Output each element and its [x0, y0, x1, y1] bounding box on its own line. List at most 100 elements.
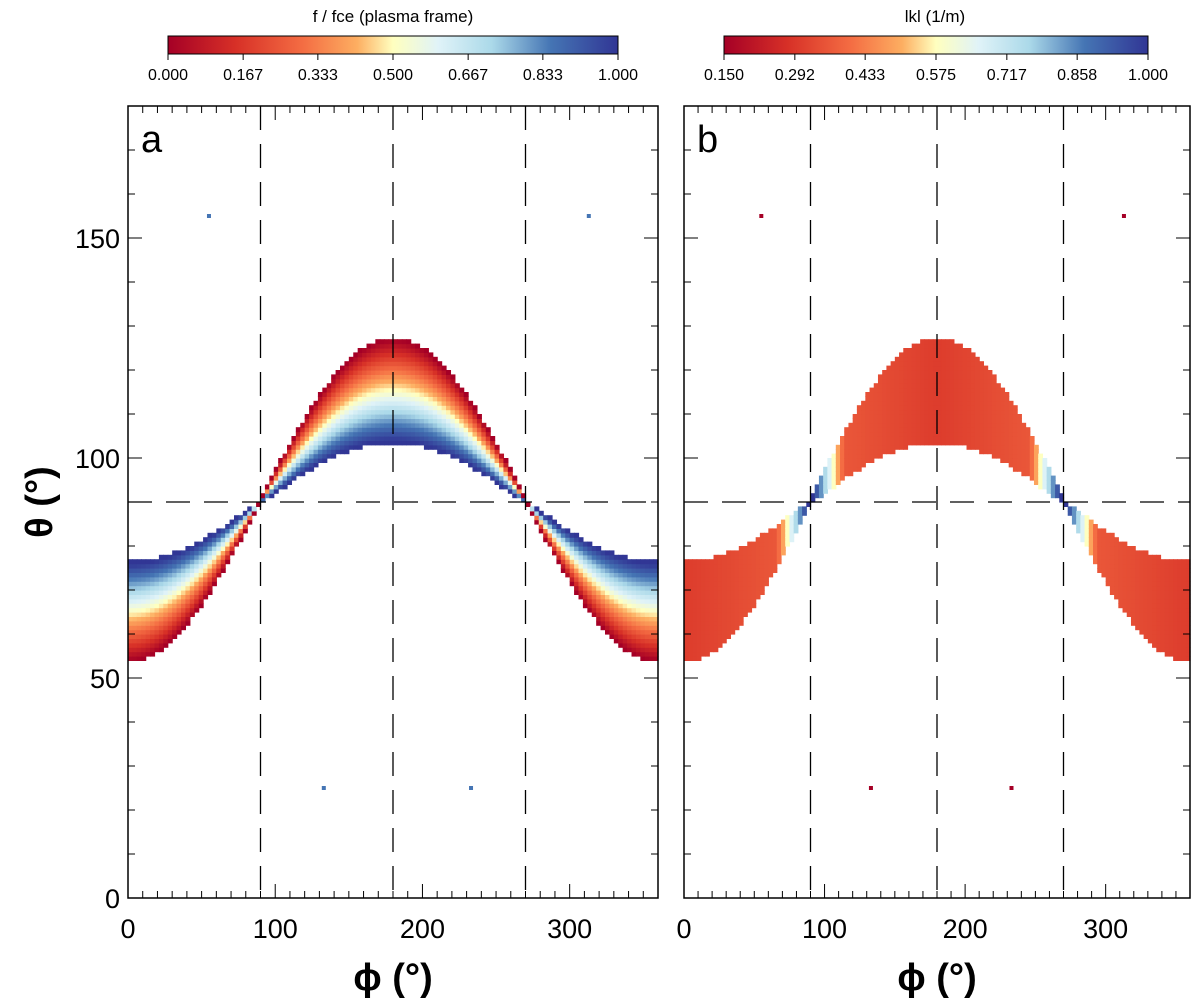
heatmap-b-cell [726, 616, 731, 622]
heatmap-a-cell [335, 392, 341, 397]
heatmap-b-cell [1130, 576, 1136, 582]
heatmap-b-cell [991, 422, 997, 428]
heatmap-b-cell [949, 392, 955, 397]
heatmap-a-cell [627, 647, 633, 653]
heatmap-a-cell [609, 585, 615, 591]
heatmap-a-cell [353, 436, 359, 441]
y-tick-label-a: 50 [90, 664, 120, 694]
heatmap-b-cell [1105, 572, 1111, 578]
heatmap-b-cell [974, 365, 980, 371]
heatmap-b-cell [721, 568, 727, 573]
heatmap-a-cell [309, 453, 315, 459]
heatmap-a-cell [415, 348, 421, 353]
heatmap-b-cell [1021, 422, 1027, 428]
heatmap-b-cell [1025, 444, 1031, 450]
heatmap-b-cell [1088, 532, 1094, 538]
heatmap-b-cell [1152, 594, 1157, 600]
heatmap-a-cell [388, 400, 394, 406]
heatmap-a-cell [141, 581, 147, 587]
heatmap-a-cell [362, 352, 368, 358]
heatmap-a-cell [322, 458, 328, 463]
heatmap-a-cell [158, 620, 164, 626]
heatmap-a-cell [587, 607, 593, 613]
heatmap-a-cell [393, 378, 399, 384]
heatmap-a-cell [282, 462, 288, 468]
heatmap-a-cell [423, 422, 429, 428]
heatmap-a-cell [600, 620, 606, 626]
heatmap-a-cell [340, 400, 346, 406]
heatmap-b-cell [1071, 510, 1077, 516]
heatmap-a-cell [587, 576, 593, 582]
heatmap-a-cell [503, 480, 509, 485]
colorbar-tick-label-b: 0.150 [704, 67, 744, 84]
heatmap-b-cell [1156, 607, 1162, 613]
heatmap-a-cell [631, 581, 637, 587]
heatmap-b-cell [920, 352, 925, 358]
heatmap-b-cell [907, 356, 913, 362]
heatmap-a-cell [203, 559, 209, 565]
heatmap-b-cell [1109, 550, 1115, 556]
heatmap-b-cell [692, 647, 698, 653]
heatmap-b-cell [1029, 471, 1035, 477]
heatmap-b-cell [886, 383, 892, 389]
heatmap-a-cell [618, 581, 624, 587]
heatmap-a-cell [410, 352, 416, 358]
heatmap-a-cell [428, 405, 434, 411]
heatmap-a-cell [485, 449, 491, 455]
heatmap-b-cell [953, 418, 959, 424]
heatmap-a-cell [640, 620, 646, 626]
heatmap-b-cell [1008, 462, 1014, 468]
heatmap-a-cell [415, 392, 421, 397]
heatmap-a-cell [507, 484, 513, 490]
heatmap-b-cell [1147, 616, 1153, 622]
heatmap-a-cell [141, 607, 147, 613]
heatmap-b-cell [1181, 642, 1187, 648]
isolated-point-b [1009, 786, 1014, 790]
heatmap-a-cell [163, 594, 169, 600]
heatmap-b-cell [962, 440, 968, 446]
heatmap-b-cell [907, 409, 913, 415]
heatmap-a-cell [317, 436, 323, 441]
heatmap-b-cell [949, 396, 955, 402]
heatmap-a-cell [635, 603, 641, 609]
heatmap-b-cell [996, 418, 1001, 424]
heatmap-b-cell [1185, 629, 1191, 635]
heatmap-b-cell [945, 400, 951, 406]
heatmap-a-cell [649, 625, 655, 631]
heatmap-a-cell [309, 440, 315, 446]
heatmap-a-cell [366, 418, 372, 424]
heatmap-b-cell [755, 581, 761, 587]
panel-b: 0 100 200 300 b ϕ (°) [676, 105, 1191, 999]
heatmap-b-cell [928, 361, 934, 367]
heatmap-a-cell [605, 629, 611, 635]
heatmap-b-cell [1105, 546, 1111, 551]
heatmap-b-cell [1000, 414, 1006, 419]
heatmap-a-cell [357, 370, 363, 375]
heatmap-b-cell [823, 471, 828, 477]
heatmap-b-cell [751, 590, 757, 595]
heatmap-a-cell [353, 365, 359, 371]
heatmap-a-cell [211, 568, 217, 573]
heatmap-b-cell [894, 383, 900, 389]
heatmap-b-cell [869, 414, 875, 419]
heatmap-a-cell [397, 370, 403, 375]
heatmap-a-cell [362, 356, 368, 362]
heatmap-b-cell [966, 431, 972, 437]
heatmap-b-cell [869, 409, 875, 415]
heatmap-a-cell [203, 572, 209, 578]
heatmap-a-cell [357, 436, 363, 441]
heatmap-a-cell [397, 348, 403, 353]
heatmap-b-cell [726, 594, 731, 600]
heatmap-a-cell [128, 634, 134, 639]
heatmap-b-cell [907, 370, 913, 375]
heatmap-b-cell [751, 576, 757, 582]
heatmap-a-cell [370, 361, 376, 367]
heatmap-a-cell [578, 585, 584, 591]
heatmap-b-cell [856, 462, 862, 468]
heatmap-a-cell [574, 532, 580, 538]
heatmap-b-cell [1109, 532, 1115, 538]
heatmap-b-cell [1173, 634, 1178, 639]
heatmap-b-cell [688, 642, 694, 648]
heatmap-a-cell [287, 453, 293, 459]
heatmap-b-cell [962, 392, 968, 397]
